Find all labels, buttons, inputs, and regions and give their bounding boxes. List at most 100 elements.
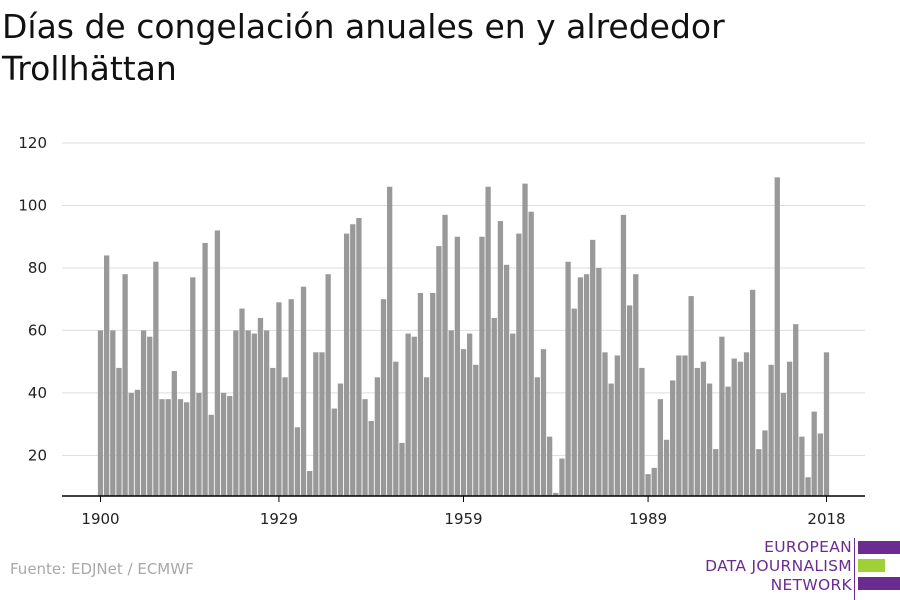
y-tick-label-20: 20	[28, 446, 47, 464]
bar-1924	[245, 330, 251, 496]
bar-2017	[817, 433, 823, 496]
bar-2004	[737, 361, 744, 496]
y-tick-label-40: 40	[28, 384, 47, 402]
bar-1948	[393, 361, 399, 496]
bar-1942	[356, 217, 362, 496]
bar-1929	[276, 302, 282, 496]
bar-1981	[596, 267, 602, 496]
bar-1961	[473, 364, 479, 496]
bar-1999	[706, 383, 713, 496]
bar-1950	[405, 333, 411, 496]
bar-1971	[534, 377, 540, 496]
bar-1964	[491, 317, 497, 496]
bar-1940	[343, 233, 350, 496]
x-tick-label-2018: 2018	[807, 510, 845, 528]
bar-1916	[196, 392, 202, 496]
bar-1968	[516, 233, 522, 496]
bar-1934	[307, 471, 313, 496]
bar-1966	[503, 264, 510, 496]
bar-1911	[165, 399, 171, 496]
bar-1977	[571, 308, 577, 496]
bar-1938	[331, 408, 337, 496]
y-tick-label-60: 60	[28, 321, 47, 339]
bar-2000	[713, 449, 719, 496]
logo-bar-purple-top	[858, 541, 900, 554]
bar-1946	[380, 299, 387, 496]
source-note: Fuente: EDJNet / ECMWF	[10, 560, 194, 578]
bar-1949	[399, 442, 405, 496]
bar-1909	[153, 261, 159, 496]
bar-1979	[583, 274, 590, 496]
y-tick-label-80: 80	[28, 259, 47, 277]
bar-2009	[768, 364, 774, 496]
bar-chart: 20 40 60 80 100 120 1900 1929 1959 1989 2018	[18, 134, 865, 528]
bar-1962	[479, 236, 485, 496]
y-tick-label-120: 120	[18, 134, 47, 152]
bar-1903	[116, 367, 122, 496]
y-axis-labels: 20 40 60 80 100 120	[18, 134, 47, 464]
bar-1907	[140, 330, 147, 496]
bar-1984	[614, 355, 620, 496]
bar-1944	[368, 421, 374, 496]
bar-1905	[128, 392, 134, 496]
bar-1998	[700, 361, 707, 496]
bar-1965	[497, 221, 504, 496]
bar-1935	[313, 352, 319, 496]
bar-1973	[546, 436, 553, 496]
bar-1959	[460, 349, 467, 496]
bar-1975	[559, 458, 565, 496]
bar-1914	[183, 402, 190, 496]
bar-1941	[350, 224, 356, 496]
x-axis-labels: 1900 1929 1959 1989 2018	[81, 496, 846, 528]
bar-1983	[608, 383, 614, 496]
bar-2008	[762, 430, 768, 496]
bar-2002	[725, 386, 731, 496]
bar-1902	[110, 330, 116, 496]
bar-1987	[633, 274, 639, 496]
bar-1945	[374, 377, 381, 496]
bar-1963	[485, 186, 491, 497]
bar-1960	[467, 333, 473, 496]
bar-1921	[227, 396, 233, 496]
bar-1988	[639, 367, 645, 496]
logo-divider	[854, 538, 855, 600]
bar-1947	[387, 186, 393, 497]
bar-2012	[786, 361, 793, 496]
bar-1904	[122, 274, 128, 496]
bar-1990	[651, 467, 657, 496]
bar-1953	[423, 377, 430, 496]
bar-1920	[220, 392, 227, 496]
y-tick-label-100: 100	[18, 196, 47, 214]
bar-2018	[823, 352, 830, 496]
bar-1969	[522, 183, 528, 497]
bar-2015	[805, 477, 811, 496]
bar-1976	[565, 261, 571, 496]
bar-1991	[657, 399, 664, 496]
bar-1980	[590, 239, 596, 496]
bar-1912	[171, 371, 177, 496]
bar-1919	[214, 230, 221, 496]
bar-1992	[663, 439, 670, 496]
bar-1925	[251, 333, 257, 496]
bar-1951	[411, 336, 417, 496]
edjnet-logo: EUROPEAN DATA JOURNALISM NETWORK	[700, 538, 900, 600]
bar-1900	[97, 330, 104, 496]
bar-1910	[159, 399, 165, 496]
x-tick-label-1959: 1959	[444, 510, 482, 528]
bar-1996	[688, 296, 694, 496]
bar-1954	[430, 292, 436, 496]
bar-1936	[319, 352, 325, 496]
bar-1931	[288, 299, 294, 496]
bar-1913	[177, 399, 184, 496]
logo-text-line2: DATA JOURNALISM	[705, 557, 852, 575]
bar-1917	[202, 242, 208, 496]
bar-2001	[719, 336, 725, 496]
x-tick-label-1989: 1989	[629, 510, 667, 528]
bars	[97, 177, 830, 497]
bar-1906	[134, 389, 141, 496]
bar-1937	[325, 274, 331, 496]
bar-1978	[577, 277, 584, 496]
bar-2003	[731, 358, 737, 496]
bar-2010	[774, 177, 780, 497]
bar-1922	[233, 330, 239, 496]
